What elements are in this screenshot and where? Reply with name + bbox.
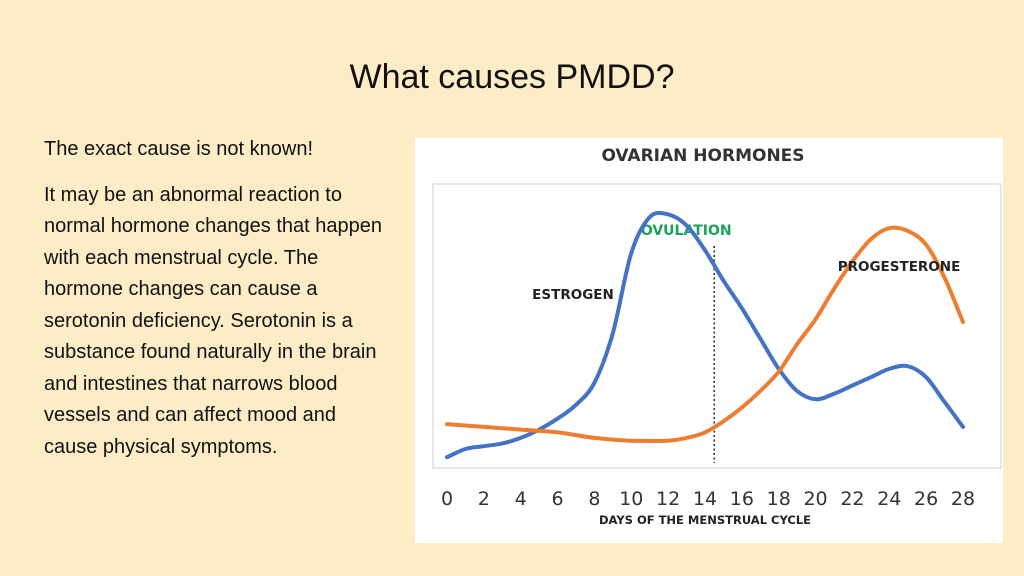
x-tick-label: 8 [588,488,600,510]
x-tick-label: 22 [840,488,864,510]
chart-svg: OVARIAN HORMONES DAYS OF THE MENSTRUAL C… [432,146,1002,527]
x-tick-label: 14 [693,488,717,510]
ovarian-hormones-chart: OVARIAN HORMONES DAYS OF THE MENSTRUAL C… [415,138,1003,543]
slide-title: What causes PMDD? [349,58,675,96]
chart-title: OVARIAN HORMONES [601,146,804,166]
x-tick-label: 18 [767,488,791,510]
x-tick-label: 28 [951,488,975,510]
x-tick-label: 20 [803,488,827,510]
x-tick-label: 0 [441,488,453,510]
progesterone-line [445,225,965,443]
x-tick-label: 2 [478,488,490,510]
x-tick-label: 12 [656,488,680,510]
body-text: The exact cause is not known! It may be … [44,134,394,463]
body-paragraph-2: It may be an abnormal reaction to normal… [44,183,383,458]
x-tick-label: 6 [552,488,564,510]
body-paragraph-1: The exact cause is not known! [44,138,314,160]
ovulation-label: OVULATION [641,223,732,239]
x-tick-label: 26 [914,488,938,510]
x-tick-label: 4 [515,488,527,510]
x-tick-label: 24 [877,488,901,510]
estrogen-line [445,210,965,460]
x-tick-label: 16 [730,488,754,510]
plot-frame [432,183,1002,469]
x-axis-label: DAYS OF THE MENSTRUAL CYCLE [599,513,811,527]
x-tick-label: 10 [619,488,643,510]
estrogen-label: ESTROGEN [532,287,614,303]
progesterone-label: PROGESTERONE [838,259,961,275]
